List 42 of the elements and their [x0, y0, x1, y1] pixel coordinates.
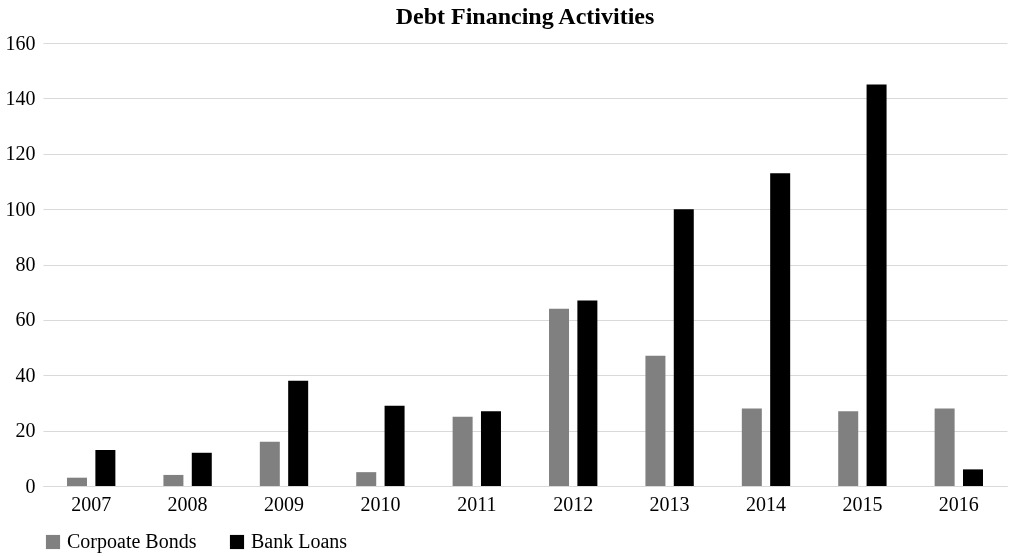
x-tick-label: 2016	[938, 492, 979, 515]
x-tick-label: 2010	[360, 492, 401, 515]
bar	[67, 477, 88, 486]
bar	[838, 411, 859, 486]
y-tick-label: 40	[15, 363, 36, 386]
bar	[384, 405, 405, 486]
bar	[191, 452, 212, 486]
y-tick-label: 160	[5, 31, 36, 54]
chart-title: Debt Financing Activities	[395, 3, 655, 29]
bar	[163, 474, 184, 486]
x-tick-label: 2013	[649, 492, 690, 515]
bar	[934, 408, 955, 486]
y-tick-label: 20	[15, 419, 36, 442]
bar	[356, 472, 377, 486]
bar	[962, 469, 983, 486]
bar	[549, 308, 570, 486]
y-tick-label: 0	[25, 474, 36, 497]
x-tick-label: 2011	[457, 492, 497, 515]
legend-label: Corpoate Bonds	[67, 530, 197, 553]
bar	[770, 173, 791, 486]
x-tick-label: 2009	[264, 492, 304, 515]
bar	[288, 380, 309, 486]
bar	[259, 441, 280, 486]
y-tick-label: 60	[15, 308, 36, 331]
y-tick-label: 120	[5, 142, 36, 165]
x-tick-label: 2014	[746, 492, 786, 515]
bar	[673, 209, 694, 486]
legend-label: Bank Loans	[251, 530, 348, 552]
bar	[741, 408, 762, 486]
bar	[95, 450, 116, 486]
y-tick-label: 80	[15, 253, 36, 275]
bar	[645, 355, 666, 486]
y-tick-label: 140	[5, 86, 36, 109]
bar	[452, 416, 473, 486]
bar	[577, 300, 598, 486]
x-tick-label: 2007	[71, 492, 112, 515]
x-tick-label: 2012	[553, 492, 594, 515]
y-tick-label: 100	[5, 197, 36, 220]
bar	[480, 411, 501, 486]
x-tick-label: 2008	[167, 492, 208, 515]
bar	[866, 84, 887, 486]
x-tick-label: 2015	[842, 492, 883, 515]
